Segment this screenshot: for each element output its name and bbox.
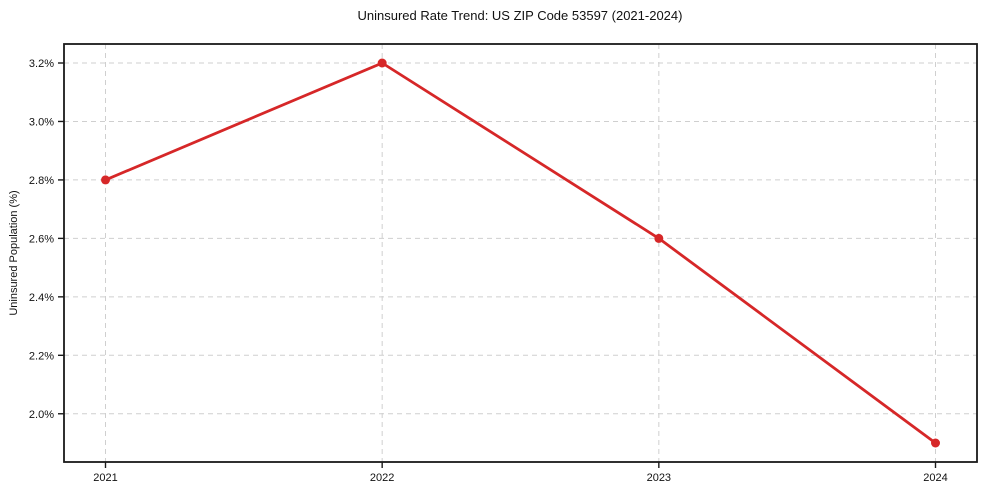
y-tick-label: 2.2% <box>29 350 54 362</box>
data-point-2023 <box>654 233 664 243</box>
x-tick-label: 2023 <box>647 472 671 484</box>
trend-line <box>104 61 937 445</box>
data-point-2021 <box>101 175 110 185</box>
x-tick-label: 2024 <box>923 472 947 484</box>
x-tick-label: 2021 <box>93 472 117 484</box>
y-tick-label: 2.4% <box>29 292 54 304</box>
y-tick-label: 2.0% <box>29 409 54 421</box>
data-point-2022 <box>377 58 387 68</box>
x-tick-label: 2022 <box>370 472 394 484</box>
chart-title: Uninsured Rate Trend: US ZIP Code 53597 … <box>357 8 683 23</box>
plot-border <box>63 43 978 463</box>
y-tick-label: 2.8% <box>29 175 54 187</box>
y-tick-label: 2.6% <box>29 233 54 245</box>
data-point-2024 <box>931 438 940 448</box>
y-tick-label: 3.0% <box>29 116 54 128</box>
y-tick-label: 3.2% <box>29 58 54 70</box>
